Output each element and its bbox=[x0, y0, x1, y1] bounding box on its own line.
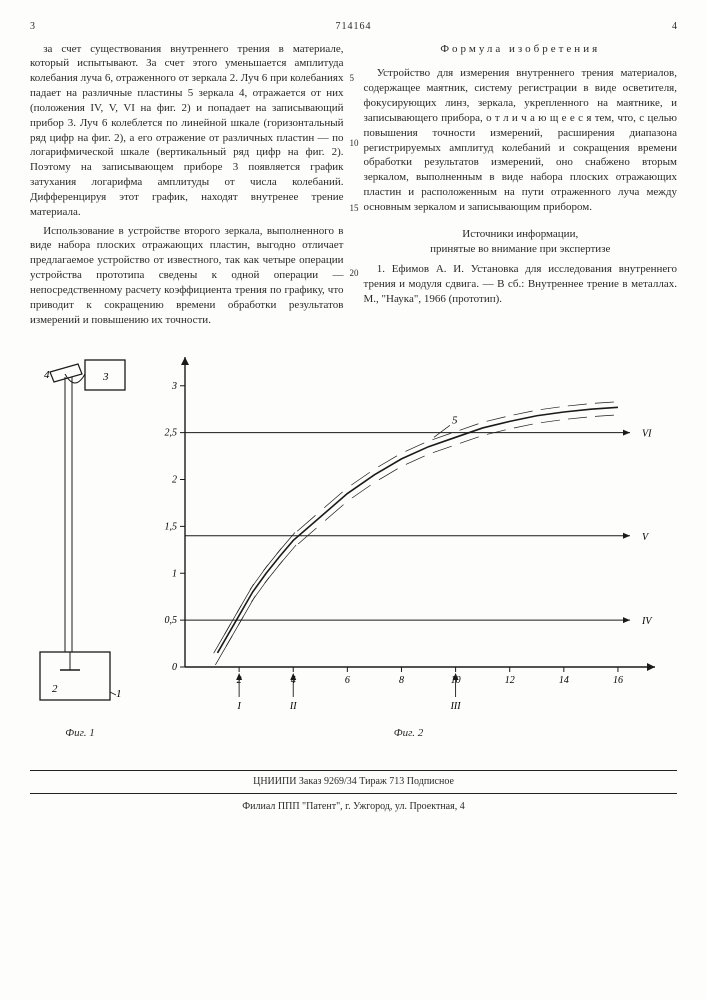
svg-text:2: 2 bbox=[172, 474, 177, 485]
line-number: 10 bbox=[350, 137, 359, 149]
figures-row: 3421 Фиг. 1 24681012141600,511,522,53IVV… bbox=[30, 352, 677, 741]
figure-2: 24681012141600,511,522,53IVVVIIIIIII5 Фи… bbox=[140, 352, 677, 741]
line-number: 20 bbox=[350, 267, 359, 279]
svg-text:I: I bbox=[236, 701, 241, 712]
svg-text:4: 4 bbox=[44, 369, 50, 381]
text-columns: за счет существования внутреннего трения… bbox=[30, 42, 677, 332]
document-number: 714164 bbox=[35, 20, 672, 34]
figure-1: 3 4 2 1 Фиг. 1 bbox=[30, 352, 130, 741]
svg-text:6: 6 bbox=[345, 675, 350, 686]
svg-text:II: II bbox=[289, 701, 297, 712]
right-column: 5 10 15 20 Формула изобретения Устройств… bbox=[364, 42, 678, 332]
line-number: 5 bbox=[350, 72, 355, 84]
svg-text:VI: VI bbox=[642, 428, 652, 439]
footer-line-2: Филиал ППП "Патент", г. Ужгород, ул. Про… bbox=[30, 800, 677, 814]
svg-text:1: 1 bbox=[172, 568, 177, 579]
svg-text:2,5: 2,5 bbox=[165, 427, 178, 438]
left-paragraph-2: Использование в устройстве второго зерка… bbox=[30, 224, 344, 328]
svg-text:16: 16 bbox=[613, 675, 623, 686]
svg-text:12: 12 bbox=[505, 675, 515, 686]
svg-text:14: 14 bbox=[559, 675, 569, 686]
figure-1-caption: Фиг. 1 bbox=[30, 726, 130, 741]
svg-text:3: 3 bbox=[102, 371, 109, 383]
page-header: 3 714164 4 bbox=[30, 20, 677, 34]
svg-text:3: 3 bbox=[171, 380, 177, 391]
formula-title: Формула изобретения bbox=[364, 42, 678, 57]
svg-text:1: 1 bbox=[116, 688, 122, 700]
left-paragraph-1: за счет существования внутреннего трения… bbox=[30, 42, 344, 220]
svg-text:1,5: 1,5 bbox=[165, 521, 178, 532]
footer-line-1: ЦНИИПИ Заказ 9269/34 Тираж 713 Подписное bbox=[30, 770, 677, 794]
left-column: за счет существования внутреннего трения… bbox=[30, 42, 344, 332]
svg-text:5: 5 bbox=[452, 414, 458, 426]
source-1: 1. Ефимов А. И. Установка для исследован… bbox=[364, 262, 678, 307]
sources-title: Источники информации, принятые во вниман… bbox=[364, 227, 678, 257]
figure-2-caption: Фиг. 2 bbox=[140, 726, 677, 741]
svg-text:2: 2 bbox=[52, 683, 58, 695]
svg-text:V: V bbox=[642, 531, 650, 542]
figure-1-svg: 3 4 2 1 bbox=[30, 352, 130, 722]
svg-text:III: III bbox=[450, 701, 462, 712]
right-page-number: 4 bbox=[672, 20, 677, 34]
svg-text:IV: IV bbox=[641, 616, 653, 627]
svg-text:8: 8 bbox=[399, 675, 404, 686]
line-number: 15 bbox=[350, 202, 359, 214]
claim-text: Устройство для измерения внутреннего тре… bbox=[364, 66, 678, 214]
svg-text:0,5: 0,5 bbox=[165, 615, 178, 626]
figure-2-svg: 24681012141600,511,522,53IVVVIIIIIII5 bbox=[140, 352, 660, 722]
svg-text:0: 0 bbox=[172, 662, 177, 673]
